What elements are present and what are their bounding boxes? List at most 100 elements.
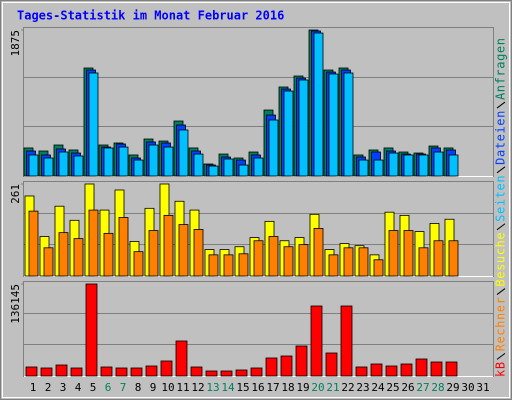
bar	[43, 247, 54, 277]
bar	[58, 232, 69, 277]
x-tick-label: 21	[326, 381, 339, 394]
bar	[190, 366, 203, 377]
bar	[433, 240, 444, 277]
bar	[298, 79, 309, 177]
bar	[370, 363, 383, 377]
bar	[448, 240, 459, 277]
x-tick-label: 26	[401, 381, 414, 394]
bar	[25, 366, 38, 377]
legend-label: Dateien	[494, 110, 508, 165]
bar	[208, 254, 219, 277]
bar	[163, 146, 174, 177]
bar	[88, 72, 99, 177]
legend-label: Besuche	[494, 232, 508, 287]
bar	[328, 73, 339, 177]
bar	[325, 352, 338, 377]
bar	[118, 146, 129, 177]
x-tick-label: 29	[446, 381, 459, 394]
bar	[55, 364, 68, 377]
x-tick-label: 14	[221, 381, 235, 394]
legend-label: kB	[494, 361, 508, 377]
bar	[403, 154, 414, 177]
bar	[115, 367, 128, 377]
bar	[295, 345, 308, 377]
bar	[193, 229, 204, 277]
bar	[148, 230, 159, 277]
bar	[253, 157, 264, 177]
bar	[373, 159, 384, 177]
x-tick-label: 2	[45, 381, 52, 394]
x-tick-label: 13	[206, 381, 219, 394]
bar	[28, 210, 39, 277]
x-tick-label: 3	[60, 381, 67, 394]
bar	[265, 357, 278, 377]
bar	[448, 154, 459, 177]
bar	[298, 244, 309, 277]
bar	[403, 230, 414, 277]
bar	[208, 165, 219, 177]
bar	[385, 365, 398, 377]
x-tick-label: 28	[431, 381, 444, 394]
bar	[418, 247, 429, 277]
x-tick-label: 20	[311, 381, 324, 394]
bar	[340, 305, 353, 377]
legend-separator	[496, 223, 506, 231]
bar	[358, 159, 369, 177]
bar	[40, 367, 53, 377]
bar	[163, 214, 174, 277]
bar	[253, 240, 264, 277]
bar	[133, 159, 144, 177]
bar	[238, 253, 249, 277]
bar	[223, 158, 234, 177]
bar	[85, 283, 98, 377]
legend-label: Rechner	[494, 297, 508, 352]
x-tick-label: 7	[120, 381, 127, 394]
bar	[238, 164, 249, 177]
bar	[235, 369, 248, 377]
bar	[205, 370, 218, 377]
x-tick-label: 25	[386, 381, 399, 394]
bar	[310, 305, 323, 377]
bar	[343, 72, 354, 177]
bar	[343, 247, 354, 277]
x-tick-label: 24	[371, 381, 385, 394]
bar	[268, 236, 279, 277]
x-tick-label: 27	[416, 381, 429, 394]
bar	[70, 367, 83, 377]
x-tick-label: 8	[135, 381, 142, 394]
bar	[418, 154, 429, 177]
bar	[103, 232, 114, 277]
bar	[388, 152, 399, 177]
legend-label: Anfragen	[494, 37, 508, 100]
x-tick-label: 6	[105, 381, 112, 394]
bar	[373, 259, 384, 277]
x-tick-label: 16	[251, 381, 264, 394]
bar	[313, 228, 324, 277]
panel	[23, 281, 494, 377]
bar	[313, 32, 324, 177]
x-tick-label: 19	[296, 381, 309, 394]
x-tick-label: 5	[90, 381, 97, 394]
x-tick-label: 12	[191, 381, 204, 394]
bar	[223, 254, 234, 277]
bar	[145, 365, 158, 377]
x-tick-label: 17	[266, 381, 279, 394]
x-tick-label: 22	[341, 381, 354, 394]
x-tick-label: 4	[75, 381, 82, 394]
bar	[28, 154, 39, 177]
bar	[445, 361, 458, 377]
bar	[388, 230, 399, 277]
x-tick-label: 9	[150, 381, 157, 394]
y-tick-label: 261	[9, 184, 22, 204]
bar	[178, 129, 189, 177]
bar	[43, 157, 54, 177]
bar	[430, 361, 443, 377]
bar	[193, 153, 204, 177]
bar	[220, 370, 233, 377]
x-tick-label: 30	[461, 381, 474, 394]
bar	[133, 251, 144, 277]
bar	[283, 90, 294, 177]
bar	[433, 151, 444, 177]
